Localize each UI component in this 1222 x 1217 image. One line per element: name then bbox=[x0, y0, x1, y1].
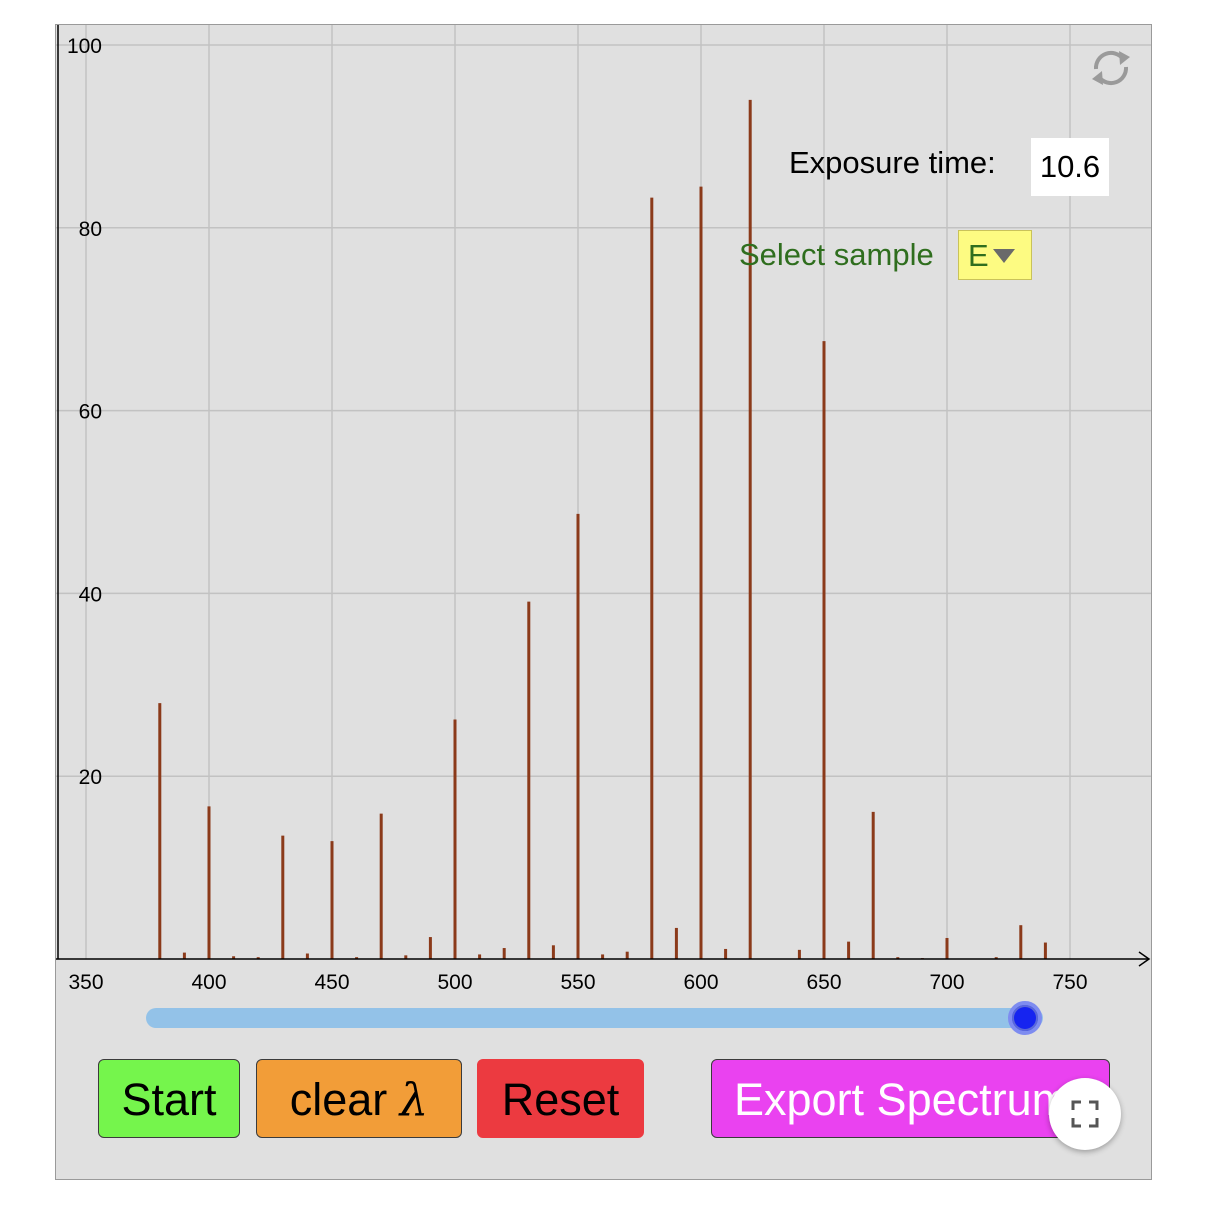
exposure-slider-track[interactable] bbox=[146, 1008, 1043, 1028]
select-sample-label: Select sample bbox=[739, 237, 934, 272]
dropdown-triangle-icon bbox=[992, 248, 1015, 263]
fullscreen-icon bbox=[1071, 1100, 1099, 1128]
y-tick-label-40: 40 bbox=[79, 583, 102, 606]
clear-lambda-button[interactable]: clear λ bbox=[256, 1059, 462, 1138]
y-tick-label-100: 100 bbox=[67, 35, 102, 58]
sample-dropdown[interactable]: E bbox=[958, 230, 1032, 280]
x-tick-label-550: 550 bbox=[560, 971, 595, 994]
x-tick-label-450: 450 bbox=[314, 971, 349, 994]
sample-selected-value: E bbox=[968, 238, 989, 273]
start-button[interactable]: Start bbox=[98, 1059, 240, 1138]
x-tick-label-500: 500 bbox=[437, 971, 472, 994]
x-tick-label-400: 400 bbox=[191, 971, 226, 994]
clear-button-label: clear bbox=[289, 1074, 400, 1125]
y-tick-label-60: 60 bbox=[79, 401, 102, 424]
spectrum-chart: 350 400 450 500 550 600 650 700 750 20 40 60 80 100 bbox=[56, 25, 1151, 994]
x-tick-label-650: 650 bbox=[806, 971, 841, 994]
lambda-symbol: λ bbox=[399, 1073, 429, 1126]
y-tick-label-80: 80 bbox=[79, 218, 102, 241]
export-spectrum-button[interactable]: Export Spectrum bbox=[711, 1059, 1110, 1138]
refresh-icon[interactable] bbox=[1086, 43, 1136, 93]
fullscreen-button[interactable] bbox=[1049, 1078, 1121, 1150]
x-tick-label-750: 750 bbox=[1052, 971, 1087, 994]
x-tick-label-350: 350 bbox=[68, 971, 103, 994]
y-tick-label-20: 20 bbox=[79, 766, 102, 789]
x-axis-arrow bbox=[1138, 951, 1151, 967]
x-tick-label-700: 700 bbox=[929, 971, 964, 994]
x-tick-label-600: 600 bbox=[683, 971, 718, 994]
exposure-time-label: Exposure time: bbox=[789, 145, 996, 180]
exposure-time-input[interactable]: 10.6 bbox=[1031, 138, 1109, 196]
spectrum-applet: 350 400 450 500 550 600 650 700 750 20 40 60 80 100 E… bbox=[55, 24, 1152, 1180]
reset-button[interactable]: Reset bbox=[477, 1059, 644, 1138]
exposure-slider-thumb[interactable] bbox=[1008, 1001, 1043, 1035]
